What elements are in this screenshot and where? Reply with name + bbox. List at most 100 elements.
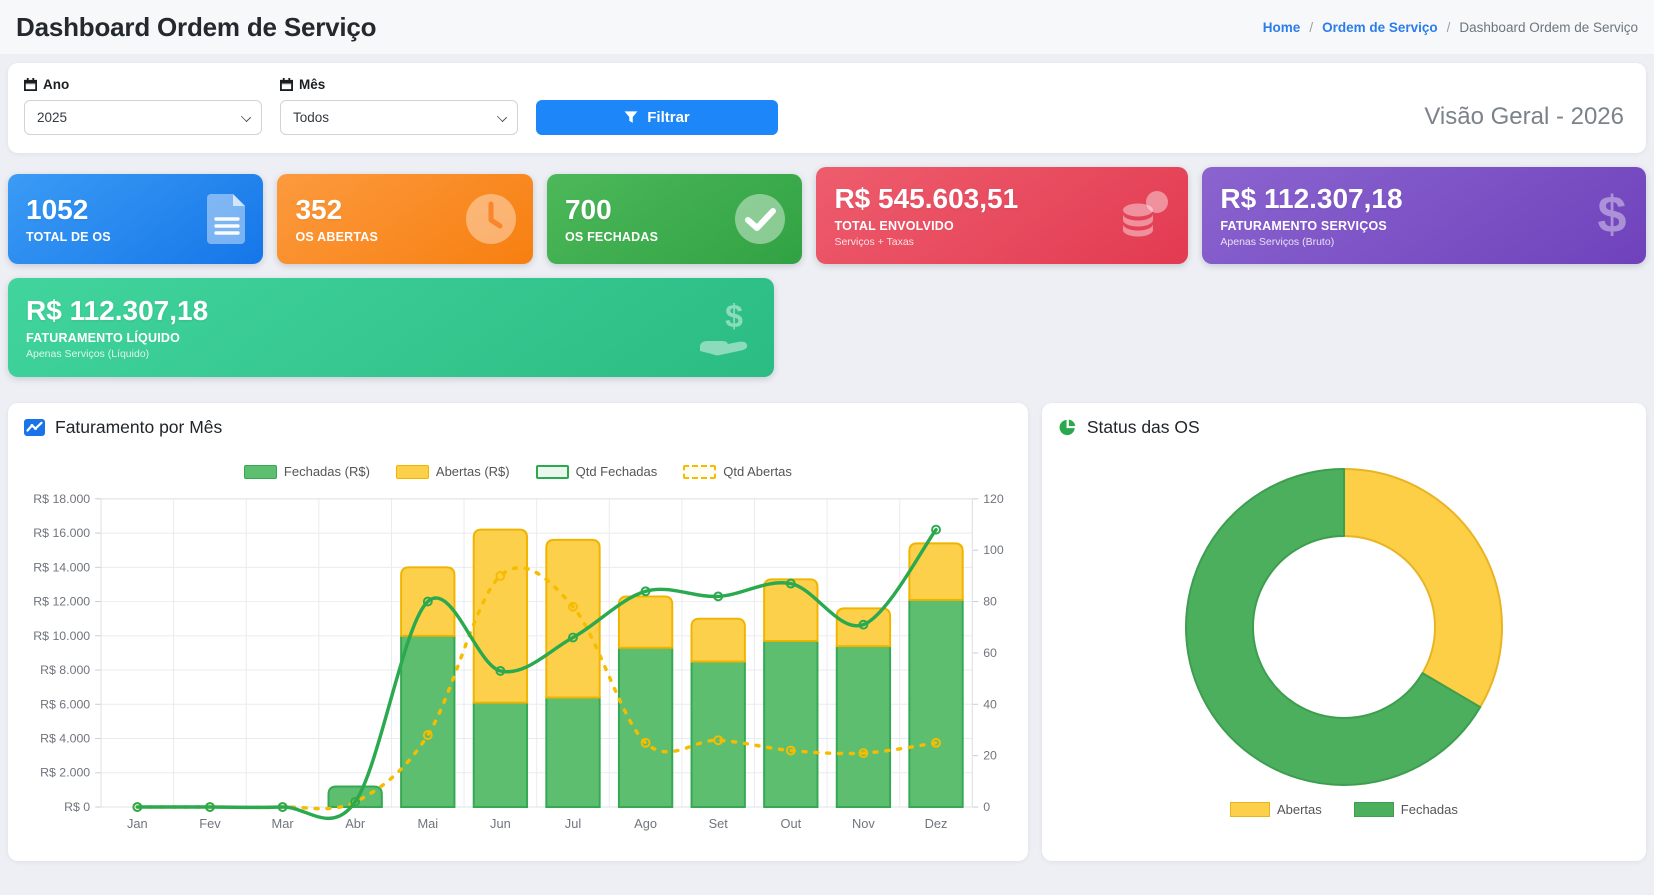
- month-select-wrap: Todos: [280, 100, 518, 135]
- stat-sublabel: Apenas Serviços (Líquido): [26, 347, 150, 360]
- revenue-chart-title-text: Faturamento por Mês: [55, 417, 223, 437]
- breadcrumb-ordem-servico-link[interactable]: Ordem de Serviço: [1322, 19, 1438, 35]
- legend-swatch-yellow: [395, 464, 429, 479]
- file-icon: [207, 194, 246, 244]
- pie-chart-icon: [1059, 419, 1076, 436]
- breadcrumb-current: Dashboard Ordem de Serviço: [1459, 19, 1638, 35]
- stat-card-os-fechadas: 700 OS FECHADAS: [546, 174, 803, 264]
- year-label-text: Ano: [43, 77, 70, 92]
- year-label: Ano: [24, 77, 262, 92]
- stat-label: TOTAL DE OS: [26, 229, 111, 244]
- stat-sublabel: Apenas Serviços (Bruto): [1220, 235, 1335, 248]
- svg-text:R$ 4.000: R$ 4.000: [40, 731, 90, 745]
- year-select[interactable]: 2025: [24, 100, 262, 135]
- svg-text:60: 60: [983, 646, 997, 660]
- breadcrumb-home-link[interactable]: Home: [1262, 19, 1301, 35]
- legend-item-qtd-abertas[interactable]: Qtd Abertas: [683, 464, 792, 479]
- status-chart-legend: Abertas Fechadas: [1058, 802, 1630, 817]
- year-select-wrap: 2025: [24, 100, 262, 135]
- svg-text:Set: Set: [709, 816, 729, 831]
- legend-label: Qtd Fechadas: [575, 464, 658, 479]
- svg-text:20: 20: [983, 749, 997, 763]
- legend-swatch-green: [1353, 802, 1394, 817]
- legend-item-abertas-rs[interactable]: Abertas (R$): [395, 464, 510, 479]
- status-chart-title: Status das OS: [1058, 417, 1630, 438]
- legend-swatch-yellow: [1229, 802, 1270, 817]
- revenue-chart-title: Faturamento por Mês: [24, 417, 1012, 438]
- filter-button[interactable]: Filtrar: [536, 100, 778, 135]
- stat-label: FATURAMENTO LÍQUIDO: [26, 330, 181, 345]
- donut-wrap: [1058, 462, 1630, 792]
- stat-label: TOTAL ENVOLVIDO: [834, 218, 954, 233]
- stat-card-faturamento-servicos: R$ 112.307,18 FATURAMENTO SERVIÇOS Apena…: [1202, 167, 1646, 264]
- legend-swatch-yellow-dashed: [683, 464, 717, 479]
- svg-text:R$ 6.000: R$ 6.000: [40, 697, 90, 711]
- svg-text:R$ 10.000: R$ 10.000: [33, 629, 90, 643]
- svg-text:40: 40: [983, 697, 997, 711]
- legend-item-fechadas[interactable]: Fechadas: [1353, 802, 1458, 817]
- svg-text:Ago: Ago: [634, 816, 657, 831]
- svg-text:120: 120: [983, 492, 1004, 506]
- svg-text:Out: Out: [780, 816, 801, 831]
- svg-text:Fev: Fev: [199, 816, 221, 831]
- svg-text:$: $: [1598, 186, 1627, 244]
- stat-value: 1052: [26, 194, 89, 226]
- stat-sublabel: Serviços + Taxas: [834, 235, 914, 248]
- svg-text:R$ 14.000: R$ 14.000: [33, 560, 90, 574]
- legend-label: Abertas (R$): [435, 464, 510, 479]
- stats-row: 1052 TOTAL DE OS 352 OS ABERTAS 700 OS F…: [8, 167, 1646, 264]
- svg-text:100: 100: [983, 543, 1004, 557]
- stat-card-faturamento-liquido: R$ 112.307,18 FATURAMENTO LÍQUIDO Apenas…: [8, 278, 774, 377]
- legend-item-qtd-fechadas[interactable]: Qtd Fechadas: [535, 464, 658, 479]
- svg-text:Jan: Jan: [127, 816, 148, 831]
- revenue-bar-chart[interactable]: R$ 0 R$ 2.000 R$ 4.000 R$ 6.000 R$ 8.000 R$ 1…: [24, 485, 1012, 837]
- page-title: Dashboard Ordem de Serviço: [16, 11, 377, 42]
- month-select[interactable]: Todos: [280, 100, 518, 135]
- svg-text:R$ 8.000: R$ 8.000: [40, 663, 90, 677]
- status-donut-chart[interactable]: [1179, 462, 1509, 792]
- breadcrumb-separator: /: [1446, 19, 1451, 35]
- svg-text:Jul: Jul: [565, 816, 581, 831]
- year-filter-group: Ano 2025: [24, 77, 262, 135]
- status-chart-title-text: Status das OS: [1086, 417, 1200, 437]
- revenue-by-month-card: Faturamento por Mês Fechadas (R$) Aberta…: [8, 403, 1028, 861]
- dollar-sign-icon: $: [1598, 186, 1627, 244]
- hand-holding-dollar-icon: $: [700, 298, 748, 355]
- chart-line-icon: [24, 419, 45, 436]
- stat-value: R$ 545.603,51: [834, 183, 1019, 215]
- legend-swatch-green-line: [535, 464, 569, 479]
- stat-value: 352: [295, 194, 343, 226]
- svg-text:Nov: Nov: [852, 816, 875, 831]
- stat-card-total-envolvido: R$ 545.603,51 TOTAL ENVOLVIDO Serviços +…: [816, 167, 1189, 264]
- svg-text:Mar: Mar: [272, 816, 295, 831]
- stat-value: R$ 112.307,18: [26, 295, 209, 327]
- legend-label: Qtd Abertas: [723, 464, 792, 479]
- svg-text:Jun: Jun: [490, 816, 511, 831]
- top-header: Dashboard Ordem de Serviço Home / Ordem …: [0, 0, 1654, 55]
- overview-title: Visão Geral - 2026: [1424, 103, 1624, 130]
- stat-value: 700: [564, 194, 612, 226]
- status-os-card: Status das OS Abertas Fechadas: [1041, 403, 1646, 861]
- legend-item-abertas[interactable]: Abertas: [1229, 802, 1322, 817]
- legend-item-fechadas-rs[interactable]: Fechadas (R$): [243, 464, 370, 479]
- calendar-icon: [280, 78, 293, 91]
- svg-text:Abr: Abr: [345, 816, 366, 831]
- stat-label: FATURAMENTO SERVIÇOS: [1220, 218, 1387, 233]
- legend-label: Fechadas: [1400, 802, 1458, 817]
- month-filter-group: Mês Todos: [280, 77, 518, 135]
- dashboard-main: Ano 2025 Mês Todos Filtrar Visão Geral -…: [0, 55, 1654, 861]
- breadcrumb: Home / Ordem de Serviço / Dashboard Orde…: [1263, 20, 1638, 35]
- svg-text:$: $: [725, 298, 743, 334]
- stats-row-2: R$ 112.307,18 FATURAMENTO LÍQUIDO Apenas…: [8, 278, 1646, 377]
- check-circle-icon: [735, 194, 786, 244]
- svg-text:Mai: Mai: [417, 816, 438, 831]
- stat-card-total-os: 1052 TOTAL DE OS: [8, 174, 264, 264]
- svg-text:R$ 18.000: R$ 18.000: [33, 492, 90, 506]
- legend-label: Fechadas (R$): [283, 464, 370, 479]
- funnel-icon: [624, 111, 638, 123]
- svg-text:0: 0: [983, 800, 990, 814]
- stat-label: OS FECHADAS: [564, 229, 659, 244]
- month-label: Mês: [280, 77, 518, 92]
- svg-text:R$ 2.000: R$ 2.000: [40, 766, 90, 780]
- charts-row: Faturamento por Mês Fechadas (R$) Aberta…: [8, 403, 1646, 861]
